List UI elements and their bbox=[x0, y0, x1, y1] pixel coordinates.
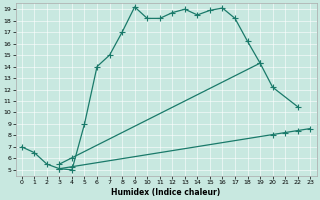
X-axis label: Humidex (Indice chaleur): Humidex (Indice chaleur) bbox=[111, 188, 221, 197]
